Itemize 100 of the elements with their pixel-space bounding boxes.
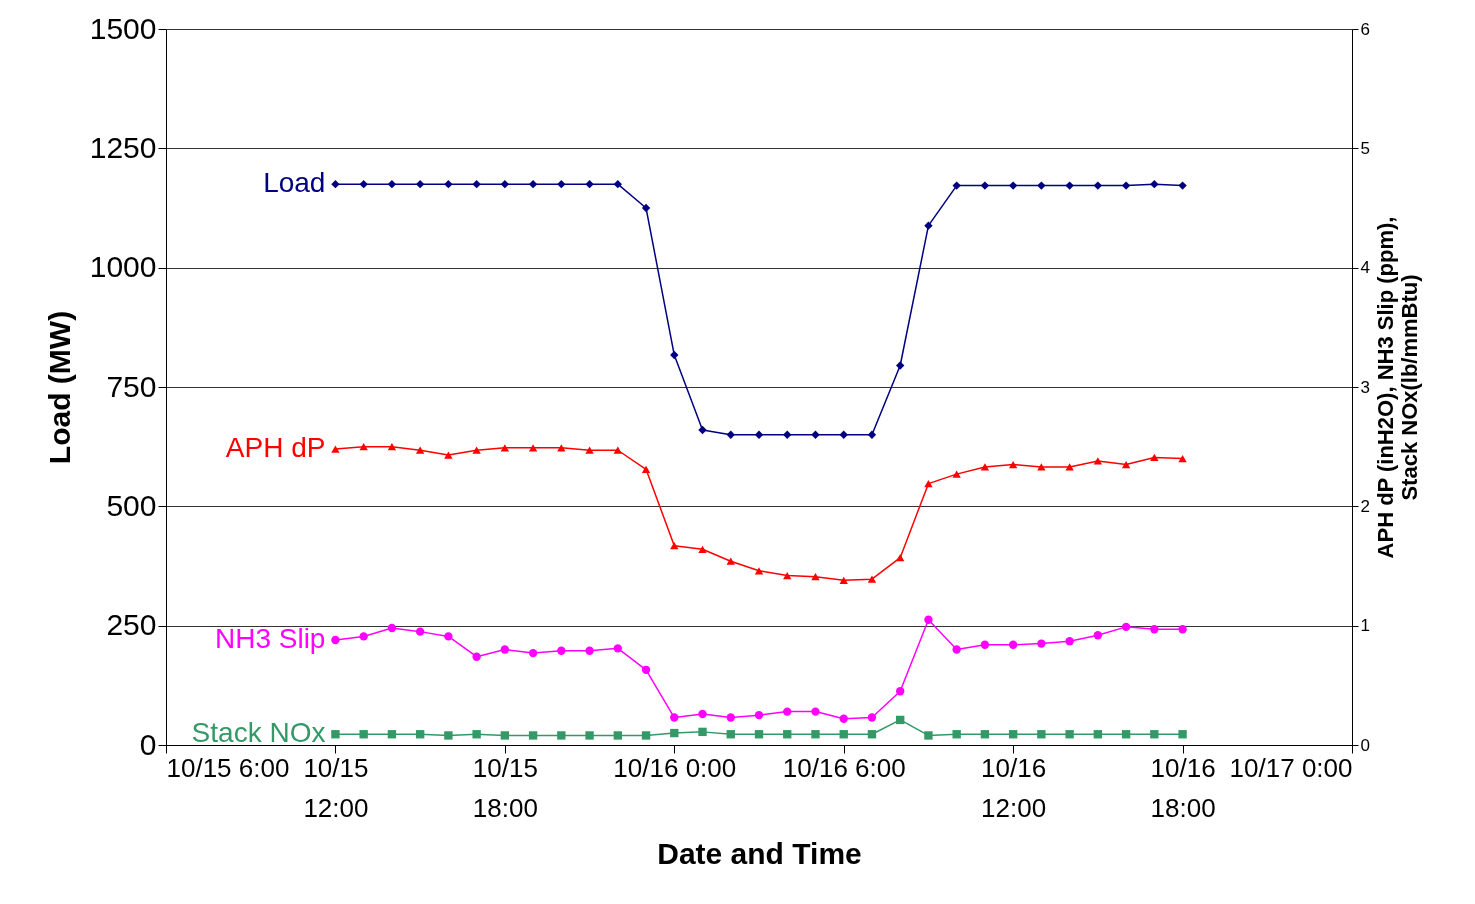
- point: [472, 179, 481, 189]
- point: [754, 430, 764, 439]
- point: [896, 554, 905, 562]
- point: [331, 635, 340, 645]
- point: [528, 731, 538, 740]
- point: [585, 731, 594, 740]
- point: [585, 179, 594, 189]
- point: [1093, 730, 1103, 739]
- point: [1065, 637, 1074, 646]
- point: [1178, 625, 1187, 634]
- point: [444, 632, 453, 641]
- point: [1008, 181, 1018, 190]
- point: [1121, 460, 1131, 469]
- point: [1008, 730, 1018, 739]
- point: [1178, 181, 1187, 190]
- point: [726, 557, 735, 565]
- x-tick-label: 10/15 12:00: [303, 752, 369, 823]
- point: [839, 730, 848, 739]
- point: [1093, 457, 1103, 465]
- y2-tick-label: 4: [1360, 258, 1370, 278]
- y2-tick-label: 5: [1360, 138, 1370, 158]
- point: [980, 730, 990, 739]
- point: [698, 425, 707, 435]
- point: [754, 710, 764, 720]
- point: [896, 687, 905, 696]
- point: [867, 575, 877, 583]
- y-axis-title: Load (MW): [42, 310, 76, 465]
- x-tick-label: 10/15 6:00: [166, 752, 290, 783]
- y2-tick-label: 1: [1360, 616, 1370, 636]
- y-tick-label: 250: [106, 608, 157, 642]
- point: [726, 430, 735, 439]
- point: [1150, 625, 1159, 634]
- point: [726, 713, 735, 722]
- point: [415, 179, 425, 189]
- point: [472, 652, 481, 661]
- point: [1150, 730, 1159, 739]
- point: [359, 730, 368, 739]
- point: [698, 545, 707, 553]
- point: [415, 446, 425, 454]
- point: [387, 443, 397, 451]
- point: [783, 430, 792, 439]
- point: [359, 443, 368, 451]
- point: [1037, 463, 1046, 471]
- point: [1178, 730, 1187, 739]
- point: [1065, 730, 1074, 739]
- point: [811, 573, 820, 581]
- point: [811, 730, 820, 739]
- point: [924, 480, 933, 488]
- y2-axis-title: APH dP (inH2O), NH3 Slip (ppm), Stack NOx(lb/mmBtu): [1372, 216, 1422, 559]
- x-tick-label: 10/16 0:00: [613, 752, 737, 783]
- point: [641, 665, 651, 674]
- x-axis-title: Date and Time: [657, 836, 862, 870]
- point: [839, 430, 848, 439]
- point: [359, 179, 368, 189]
- point: [754, 730, 764, 739]
- point: [331, 730, 340, 739]
- point: [980, 463, 990, 471]
- point: [444, 731, 453, 740]
- point: [924, 731, 933, 740]
- point: [1037, 639, 1046, 648]
- point: [331, 179, 340, 189]
- point: [1037, 730, 1046, 739]
- point: [359, 632, 368, 641]
- y2-tick-label: 2: [1360, 496, 1370, 516]
- point: [726, 730, 735, 739]
- x-tick-label: 10/16 12:00: [981, 752, 1047, 823]
- point: [613, 446, 622, 454]
- point: [613, 179, 622, 189]
- x-tick-label: 10/15 18:00: [472, 752, 538, 823]
- point: [698, 709, 707, 719]
- point: [670, 728, 679, 738]
- point: [952, 470, 961, 478]
- point: [754, 567, 764, 575]
- y-tick-label: 750: [106, 369, 157, 403]
- point: [896, 715, 905, 725]
- point: [867, 730, 877, 739]
- y2-tick-label: 0: [1360, 735, 1370, 755]
- point: [585, 646, 594, 655]
- point: [613, 731, 622, 740]
- point: [331, 445, 340, 453]
- point: [698, 727, 707, 737]
- point: [839, 714, 848, 723]
- point: [924, 615, 933, 624]
- point: [613, 644, 622, 653]
- point: [500, 731, 510, 740]
- point: [1093, 631, 1103, 640]
- x-tick-label: 10/16 18:00: [1150, 752, 1216, 823]
- y-tick-label: 1500: [89, 11, 157, 45]
- y-tick-label: 0: [139, 727, 157, 761]
- point: [528, 179, 538, 189]
- point: [1121, 181, 1131, 190]
- point: [839, 576, 848, 584]
- point: [980, 640, 990, 649]
- point: [783, 571, 792, 580]
- point: [557, 646, 566, 655]
- point: [500, 179, 510, 189]
- point: [1121, 730, 1131, 739]
- point: [952, 730, 961, 739]
- point: [387, 179, 397, 189]
- point: [1008, 460, 1018, 469]
